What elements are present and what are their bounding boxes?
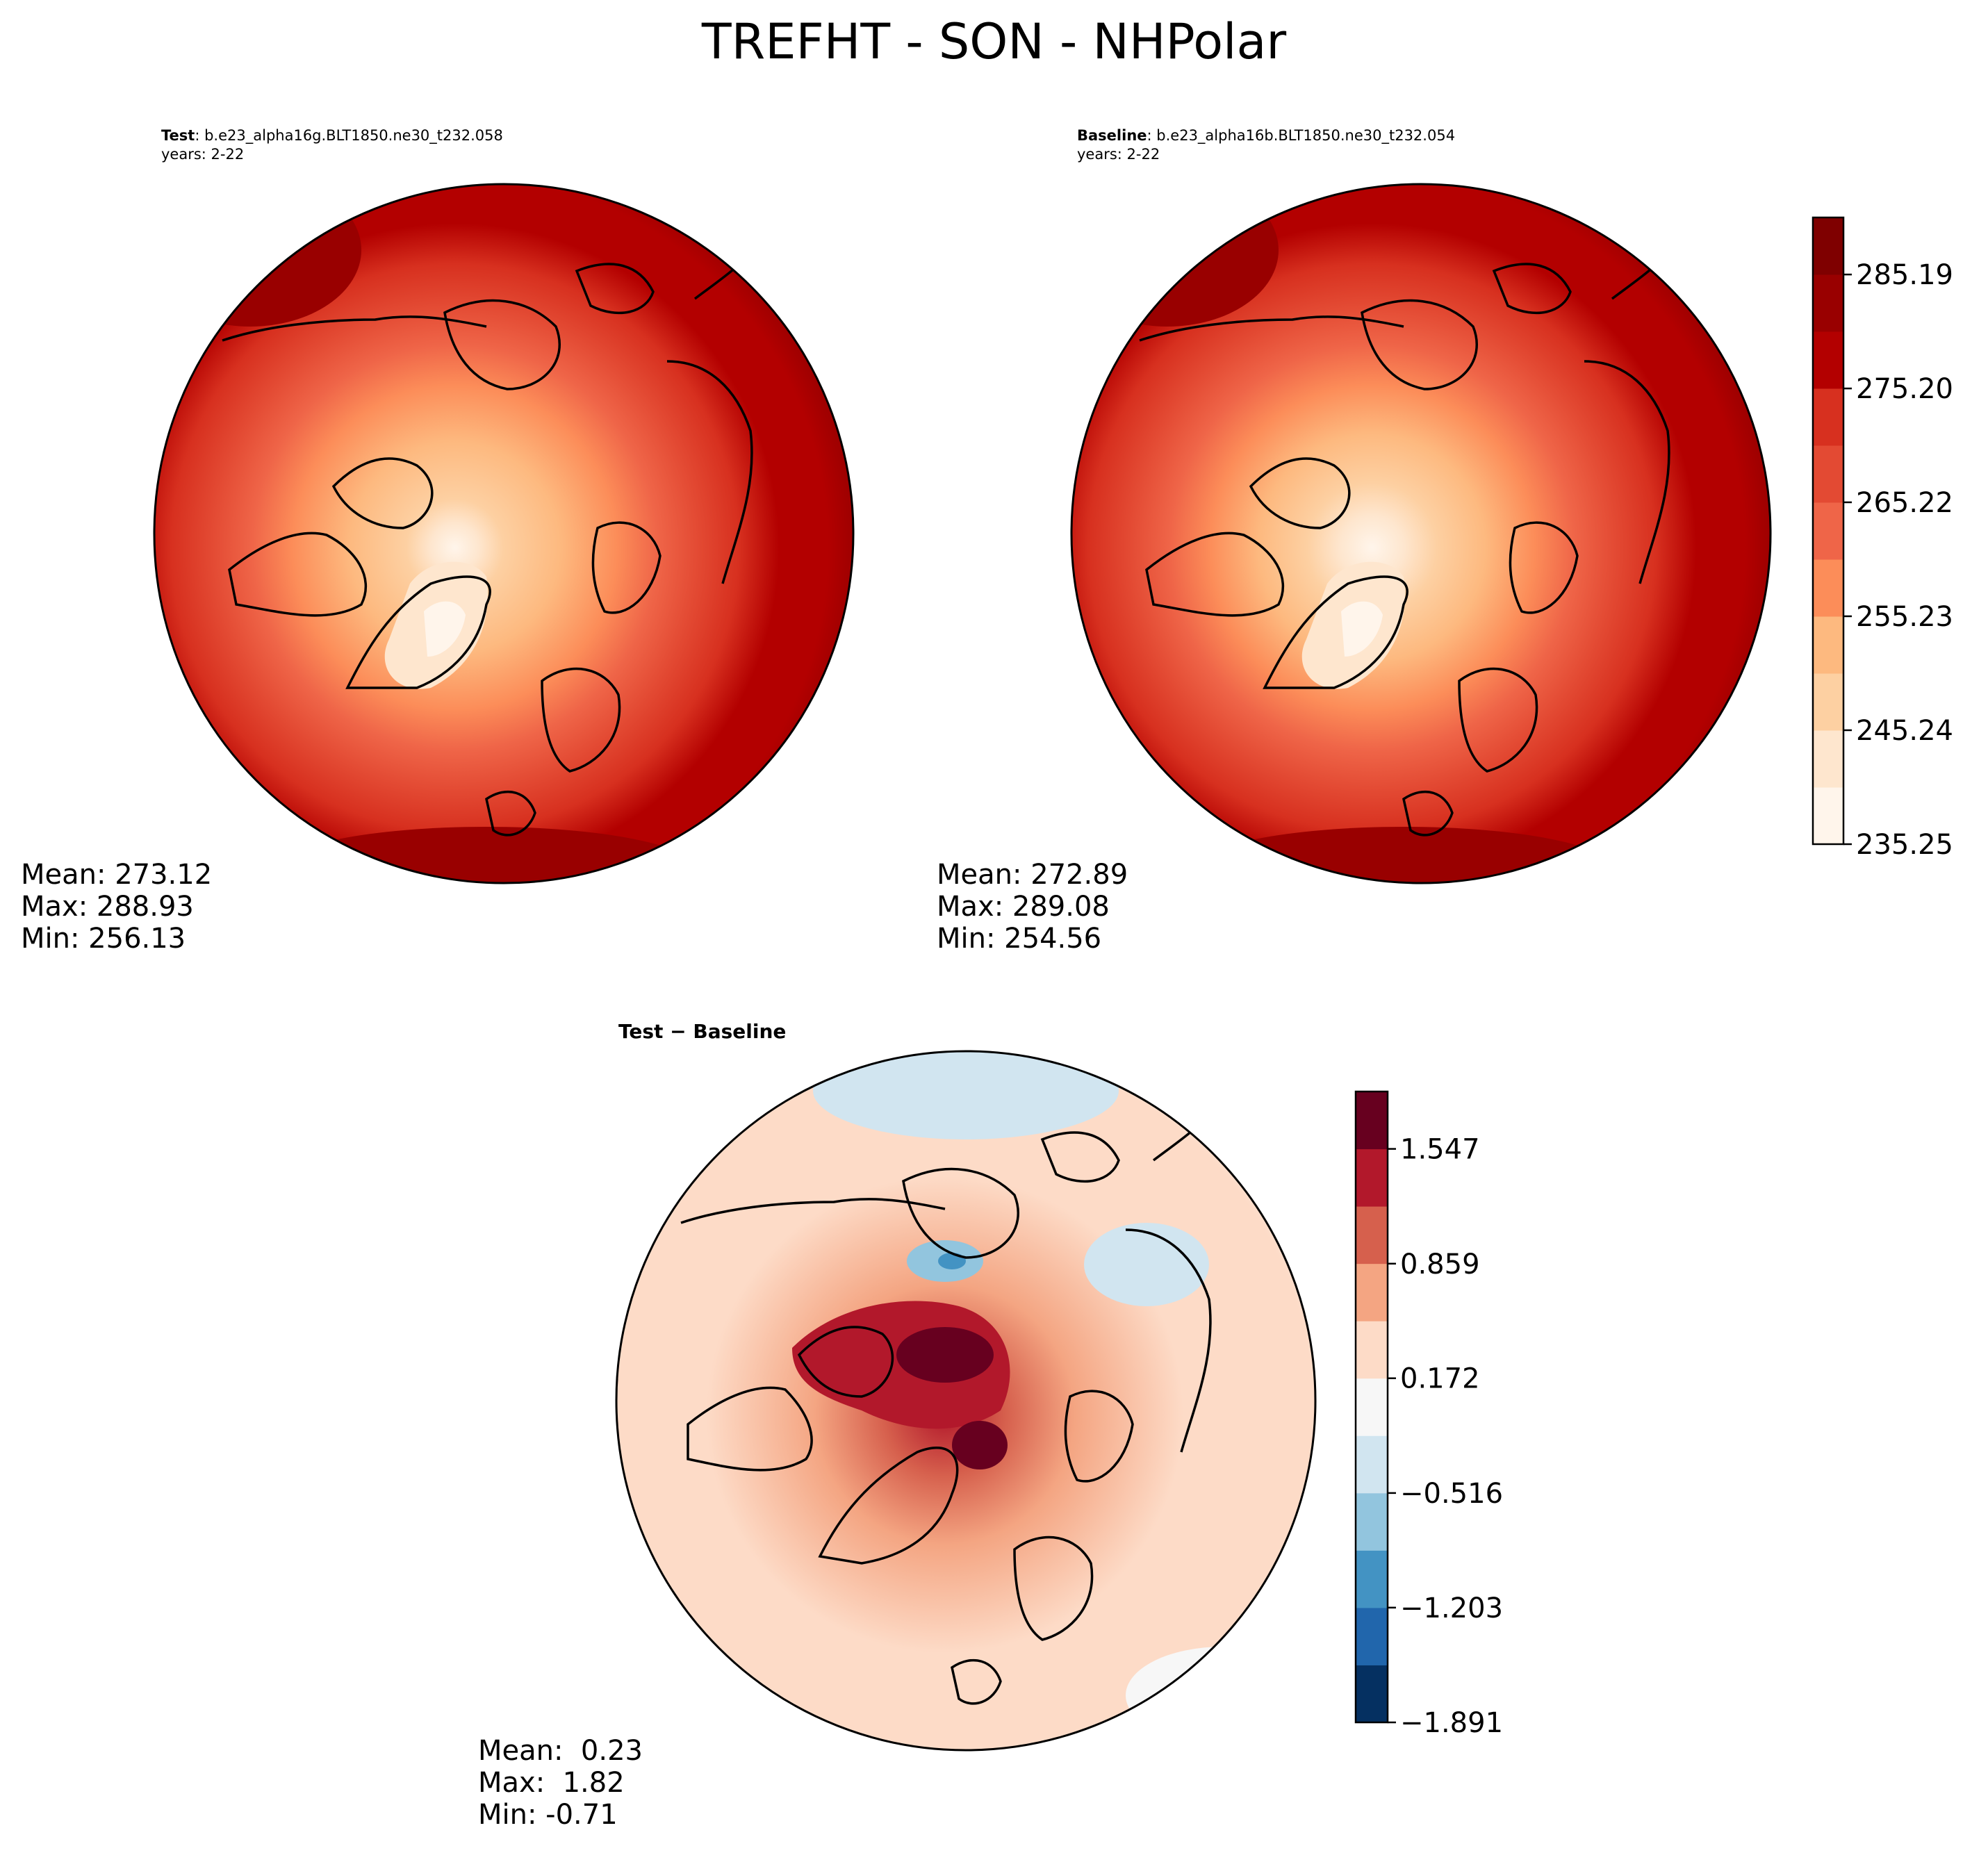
absolute-colorbar-tick-label: 275.20 bbox=[1856, 373, 1953, 405]
absolute-colorbar-segment bbox=[1813, 331, 1843, 389]
baseline-coastlines bbox=[1139, 249, 1670, 837]
difference-colorbar-segment bbox=[1356, 1492, 1388, 1551]
baseline-greenland-core bbox=[1341, 601, 1383, 657]
test-map bbox=[153, 183, 855, 884]
test-mean: 273.12 bbox=[115, 859, 213, 891]
absolute-colorbar-segment bbox=[1813, 445, 1843, 503]
absolute-colorbar-tick-label: 255.23 bbox=[1856, 601, 1953, 633]
baseline-mean: 272.89 bbox=[1030, 859, 1128, 891]
test-map-border bbox=[153, 183, 855, 884]
test-warm-patch bbox=[154, 184, 361, 327]
difference-colorbar-segment bbox=[1356, 1607, 1388, 1665]
absolute-colorbar-segment bbox=[1813, 274, 1843, 332]
test-greenland-core bbox=[424, 601, 466, 657]
difference-max: 1.82 bbox=[553, 1767, 625, 1799]
test-panel-title: Test: b.e23_alpha16g.BLT1850.ne30_t232.0… bbox=[161, 127, 503, 163]
test-case-name: b.e23_alpha16g.BLT1850.ne30_t232.058 bbox=[204, 127, 503, 144]
test-stats: Mean: 273.12 Max: 288.93 Min: 256.13 bbox=[21, 859, 213, 955]
baseline-stats: Mean: 272.89 Max: 289.08 Min: 254.56 bbox=[937, 859, 1128, 955]
difference-colorbar-segment bbox=[1356, 1206, 1388, 1265]
difference-warm-core-2 bbox=[952, 1421, 1008, 1469]
difference-colorbar-tick-label: 0.859 bbox=[1400, 1249, 1480, 1280]
difference-colorbar-tick-label: −1.891 bbox=[1400, 1707, 1503, 1739]
baseline-map-border bbox=[1070, 183, 1772, 884]
figure-title: TREFHT - SON - NHPolar bbox=[701, 13, 1287, 70]
absolute-colorbar-segment bbox=[1813, 559, 1843, 617]
difference-colorbar-segment bbox=[1356, 1092, 1388, 1150]
baseline-panel-title: Baseline: b.e23_alpha16b.BLT1850.ne30_t2… bbox=[1077, 127, 1456, 163]
difference-map bbox=[615, 1050, 1317, 1752]
baseline-warm-patch bbox=[1071, 184, 1279, 327]
difference-colorbar-segment bbox=[1356, 1435, 1388, 1494]
difference-map-border bbox=[615, 1050, 1317, 1752]
test-min: 256.13 bbox=[88, 923, 186, 955]
absolute-colorbar-segment bbox=[1813, 730, 1843, 788]
baseline-map bbox=[1070, 183, 1772, 884]
test-years: years: 2-22 bbox=[161, 146, 245, 163]
difference-colorbar-frame bbox=[1354, 1090, 1389, 1724]
difference-colorbar-segment bbox=[1356, 1263, 1388, 1321]
difference-min: -0.71 bbox=[545, 1799, 618, 1831]
baseline-warm-patch-south bbox=[1195, 827, 1612, 883]
absolute-colorbar-tick-label: 265.22 bbox=[1856, 487, 1953, 519]
test-max: 288.93 bbox=[96, 891, 194, 923]
difference-colorbar-segment bbox=[1356, 1550, 1388, 1608]
test-label: Test bbox=[161, 127, 195, 144]
test-warm-patch-south bbox=[278, 827, 695, 883]
absolute-colorbar-tick-label: 245.24 bbox=[1856, 715, 1953, 747]
baseline-case-name: b.e23_alpha16b.BLT1850.ne30_t232.054 bbox=[1156, 127, 1456, 144]
difference-colorbar-tick-label: −1.203 bbox=[1400, 1592, 1503, 1624]
absolute-colorbar: 235.25 245.24 255.23 265.22 275.20 285.19 bbox=[1812, 216, 1953, 861]
difference-colorbar: −1.891 −1.203 −0.516 0.172 0.859 1.547 bbox=[1354, 1090, 1503, 1739]
baseline-years: years: 2-22 bbox=[1077, 146, 1160, 163]
absolute-colorbar-segment bbox=[1813, 616, 1843, 674]
difference-colorbar-segment bbox=[1356, 1378, 1388, 1436]
difference-colorbar-segment bbox=[1356, 1321, 1388, 1379]
difference-warm-core bbox=[896, 1327, 994, 1383]
absolute-colorbar-tick-label: 285.19 bbox=[1856, 259, 1953, 291]
difference-cool-core bbox=[938, 1253, 966, 1269]
difference-panel-title: Test − Baseline bbox=[618, 1020, 787, 1043]
difference-colorbar-tick-label: 0.172 bbox=[1400, 1363, 1480, 1395]
baseline-min: 254.56 bbox=[1004, 923, 1102, 955]
difference-cool-patch-right bbox=[1084, 1223, 1209, 1306]
absolute-colorbar-segment bbox=[1813, 388, 1843, 446]
difference-colorbar-tick-label: 1.547 bbox=[1400, 1134, 1480, 1166]
baseline-label: Baseline bbox=[1077, 127, 1147, 144]
absolute-colorbar-frame bbox=[1812, 216, 1845, 846]
difference-colorbar-segment bbox=[1356, 1665, 1388, 1723]
difference-colorbar-tick-label: −0.516 bbox=[1400, 1478, 1503, 1510]
difference-cool-patch-top bbox=[813, 1051, 1119, 1139]
absolute-colorbar-segment bbox=[1813, 673, 1843, 731]
difference-colorbar-segment bbox=[1356, 1148, 1388, 1207]
absolute-colorbar-segment bbox=[1813, 217, 1843, 275]
absolute-colorbar-segment bbox=[1813, 502, 1843, 560]
absolute-colorbar-segment bbox=[1813, 787, 1843, 845]
difference-stats: Mean: 0.23 Max: 1.82 Min: -0.71 bbox=[478, 1735, 643, 1831]
difference-coastlines bbox=[680, 1111, 1212, 1705]
difference-mean: 0.23 bbox=[572, 1735, 643, 1767]
absolute-colorbar-tick-label: 235.25 bbox=[1856, 829, 1953, 861]
baseline-max: 289.08 bbox=[1012, 891, 1110, 923]
